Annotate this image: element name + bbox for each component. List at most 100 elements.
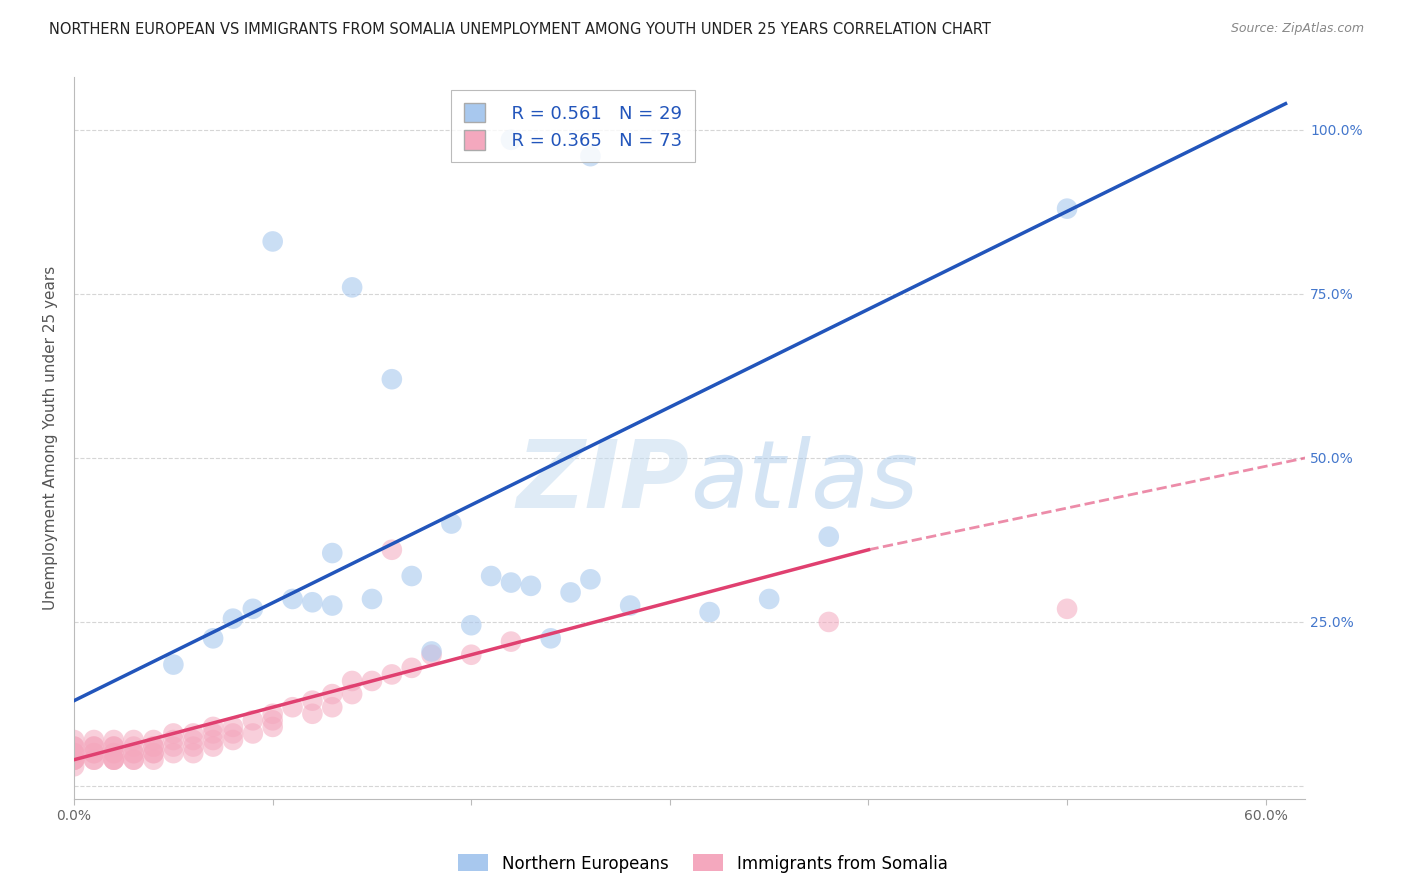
Point	[63, 746, 86, 760]
Legend: Northern Europeans, Immigrants from Somalia: Northern Europeans, Immigrants from Soma…	[451, 847, 955, 880]
Point	[181, 726, 204, 740]
Point	[83, 753, 105, 767]
Point	[460, 648, 482, 662]
Point	[63, 759, 86, 773]
Point	[381, 542, 404, 557]
Point	[103, 733, 125, 747]
Point	[340, 687, 363, 701]
Point	[162, 733, 184, 747]
Point	[83, 739, 105, 754]
Point	[540, 632, 562, 646]
Point	[321, 687, 343, 701]
Point	[122, 733, 145, 747]
Point	[162, 739, 184, 754]
Point	[321, 700, 343, 714]
Point	[63, 739, 86, 754]
Point	[122, 746, 145, 760]
Point	[281, 700, 304, 714]
Point	[142, 739, 165, 754]
Point	[321, 599, 343, 613]
Point	[340, 673, 363, 688]
Point	[103, 739, 125, 754]
Point	[162, 657, 184, 672]
Point	[63, 739, 86, 754]
Point	[142, 739, 165, 754]
Point	[142, 746, 165, 760]
Point	[262, 714, 284, 728]
Point	[560, 585, 582, 599]
Point	[699, 605, 721, 619]
Point	[1056, 202, 1078, 216]
Point	[181, 746, 204, 760]
Point	[103, 739, 125, 754]
Point	[460, 618, 482, 632]
Point	[499, 575, 522, 590]
Point	[381, 372, 404, 386]
Point	[579, 572, 602, 586]
Point	[440, 516, 463, 531]
Point	[262, 706, 284, 721]
Point	[262, 720, 284, 734]
Point	[103, 746, 125, 760]
Point	[103, 753, 125, 767]
Point	[63, 746, 86, 760]
Point	[103, 753, 125, 767]
Point	[222, 733, 245, 747]
Point	[83, 753, 105, 767]
Text: NORTHERN EUROPEAN VS IMMIGRANTS FROM SOMALIA UNEMPLOYMENT AMONG YOUTH UNDER 25 Y: NORTHERN EUROPEAN VS IMMIGRANTS FROM SOM…	[49, 22, 991, 37]
Point	[401, 661, 423, 675]
Point	[361, 673, 384, 688]
Point	[242, 714, 264, 728]
Point	[520, 579, 543, 593]
Point	[619, 599, 641, 613]
Point	[301, 693, 323, 707]
Point	[142, 733, 165, 747]
Legend:   R = 0.561   N = 29,   R = 0.365   N = 73: R = 0.561 N = 29, R = 0.365 N = 73	[451, 90, 695, 162]
Point	[63, 733, 86, 747]
Point	[420, 648, 443, 662]
Point	[83, 746, 105, 760]
Point	[83, 739, 105, 754]
Point	[202, 632, 225, 646]
Point	[499, 634, 522, 648]
Point	[817, 530, 839, 544]
Point	[301, 706, 323, 721]
Point	[222, 612, 245, 626]
Point	[142, 746, 165, 760]
Point	[381, 667, 404, 681]
Text: Source: ZipAtlas.com: Source: ZipAtlas.com	[1230, 22, 1364, 36]
Point	[361, 591, 384, 606]
Point	[63, 753, 86, 767]
Point	[479, 569, 502, 583]
Point	[242, 602, 264, 616]
Point	[420, 644, 443, 658]
Point	[1056, 602, 1078, 616]
Point	[202, 726, 225, 740]
Point	[142, 753, 165, 767]
Point	[63, 753, 86, 767]
Point	[202, 720, 225, 734]
Point	[103, 753, 125, 767]
Point	[242, 726, 264, 740]
Point	[222, 720, 245, 734]
Y-axis label: Unemployment Among Youth under 25 years: Unemployment Among Youth under 25 years	[44, 266, 58, 610]
Point	[63, 753, 86, 767]
Point	[162, 746, 184, 760]
Point	[262, 235, 284, 249]
Point	[63, 746, 86, 760]
Point	[222, 726, 245, 740]
Point	[162, 726, 184, 740]
Point	[758, 591, 780, 606]
Point	[181, 733, 204, 747]
Text: ZIP: ZIP	[517, 435, 690, 527]
Point	[122, 753, 145, 767]
Point	[202, 739, 225, 754]
Point	[301, 595, 323, 609]
Text: atlas: atlas	[690, 436, 918, 527]
Point	[340, 280, 363, 294]
Point	[122, 746, 145, 760]
Point	[103, 746, 125, 760]
Point	[401, 569, 423, 583]
Point	[499, 133, 522, 147]
Point	[181, 739, 204, 754]
